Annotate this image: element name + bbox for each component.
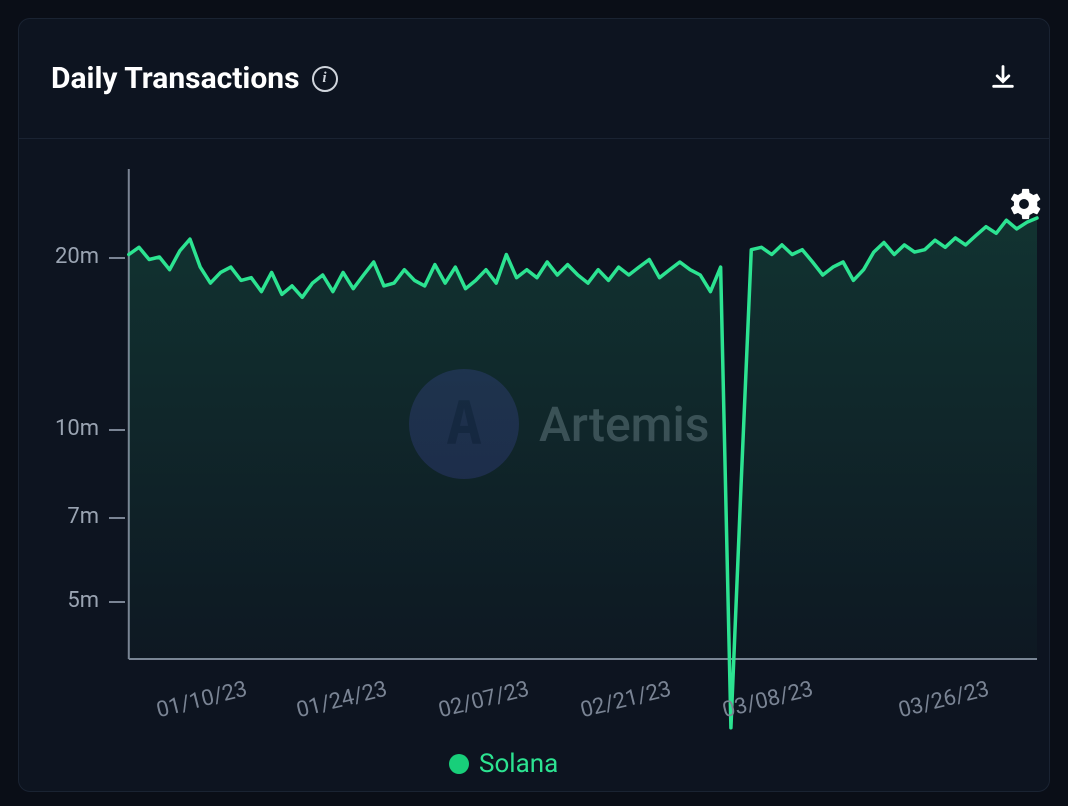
- y-tick-dash: [109, 517, 125, 519]
- chart-area: A Artemis 20m10m7m5m 01/10/2301/24/2302/…: [19, 139, 1049, 793]
- legend-label: Solana: [479, 749, 558, 779]
- y-tick-label: 7m: [29, 504, 99, 529]
- chart-title: Daily Transactions: [51, 61, 300, 96]
- gear-icon[interactable]: [1007, 187, 1041, 225]
- download-icon[interactable]: [989, 63, 1017, 95]
- y-tick-label: 10m: [29, 416, 99, 441]
- y-tick-label: 5m: [29, 588, 99, 613]
- legend-dot: [449, 754, 469, 774]
- card-header: Daily Transactions i: [19, 19, 1049, 139]
- chart-card: Daily Transactions i A Artemis: [18, 18, 1050, 792]
- y-tick-dash: [109, 429, 125, 431]
- series-area: [129, 218, 1037, 728]
- title-wrap: Daily Transactions i: [51, 61, 338, 96]
- legend: Solana: [449, 749, 558, 779]
- y-tick-dash: [109, 601, 125, 603]
- info-icon[interactable]: i: [312, 66, 338, 92]
- y-tick-label: 20m: [29, 244, 99, 269]
- y-tick-dash: [109, 257, 125, 259]
